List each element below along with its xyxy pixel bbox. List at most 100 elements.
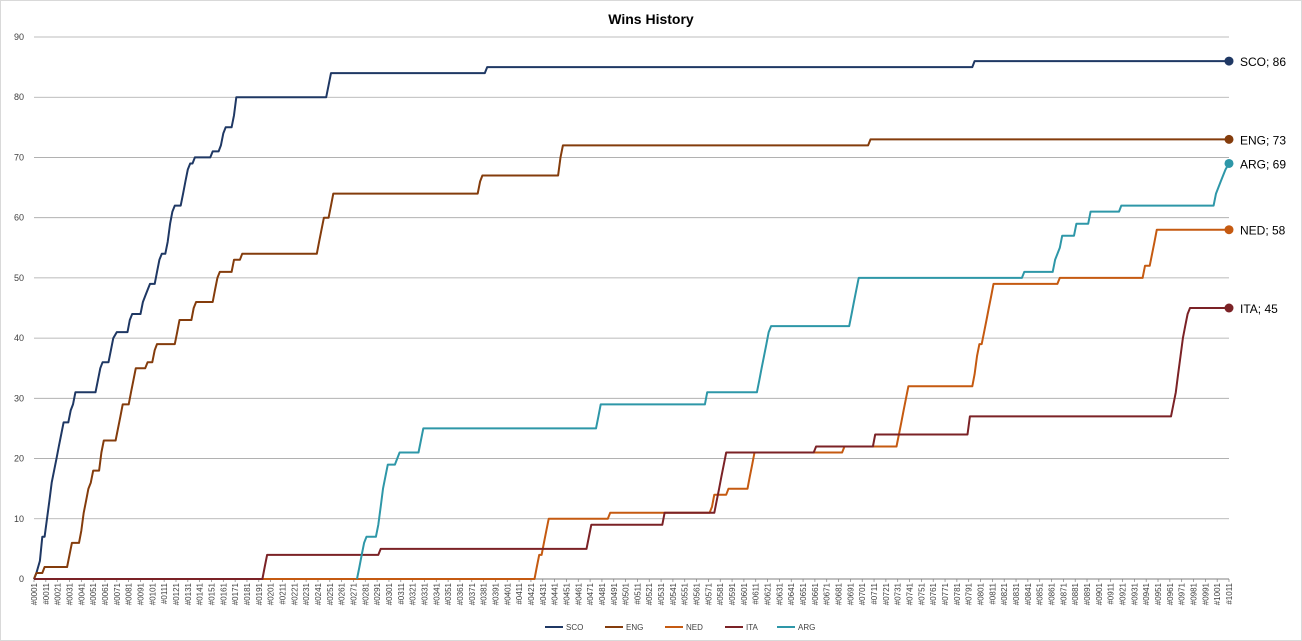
x-tick-label: #0091	[136, 582, 145, 605]
x-tick-label: #0671	[823, 582, 832, 605]
end-marker-ned	[1224, 225, 1234, 235]
x-tick-label: #0521	[645, 582, 654, 605]
series-line-ita	[34, 307, 1229, 580]
x-tick-label: #0931	[1130, 582, 1139, 605]
x-tick-label: #0031	[65, 582, 74, 605]
x-tick-label: #0891	[1083, 582, 1092, 605]
end-marker-arg	[1224, 158, 1234, 168]
x-tick-label: #0991	[1201, 582, 1210, 605]
x-tick-label: #0441	[551, 582, 560, 605]
y-tick-label: 30	[14, 393, 24, 403]
x-tick-label: #0011	[42, 582, 51, 604]
x-tick-label: #0171	[231, 582, 240, 605]
x-tick-label: #0751	[917, 582, 926, 605]
x-tick-label: #0551	[681, 582, 690, 605]
x-tick-label: #0471	[586, 582, 595, 605]
x-tick-label: #0201	[267, 582, 276, 605]
y-tick-label: 70	[14, 152, 24, 162]
x-tick-label: #0731	[894, 582, 903, 605]
x-tick-label: #0971	[1178, 582, 1187, 605]
legend-label-arg: ARG	[798, 623, 815, 632]
x-tick-label: #0821	[1000, 582, 1009, 605]
x-tick-label: #0661	[811, 582, 820, 605]
x-tick-label: #0061	[101, 582, 110, 605]
x-tick-label: #0571	[704, 582, 713, 605]
end-label-ita: ITA; 45	[1240, 302, 1278, 316]
x-tick-label: #0001	[30, 582, 39, 605]
x-tick-label: #0341	[432, 582, 441, 605]
x-tick-label: #0461	[574, 582, 583, 605]
x-tick-label: #0961	[1166, 582, 1175, 605]
end-marker-ita	[1224, 303, 1234, 313]
legend: SCO ENG NED ITA ARG	[545, 623, 815, 632]
x-tick-label: #0321	[409, 582, 418, 605]
x-tick-label: #0421	[527, 582, 536, 605]
legend-label-ita: ITA	[746, 623, 759, 632]
x-tick-label: #0641	[787, 582, 796, 605]
x-tick-label: #0861	[1048, 582, 1057, 605]
x-tick-label: #0141	[196, 582, 205, 605]
x-tick-label: #0501	[622, 582, 631, 605]
x-tick-label: #0331	[420, 582, 429, 605]
x-tick-label: #0121	[172, 582, 181, 605]
x-tick-label: #0721	[882, 582, 891, 605]
x-tick-label: #0181	[243, 582, 252, 605]
x-tick-label: #0871	[1059, 582, 1068, 605]
x-tick-label: #0221	[290, 582, 299, 605]
x-tick-label: #0791	[965, 582, 974, 605]
x-tick-label: #0541	[669, 582, 678, 605]
x-tick-label: #0281	[361, 582, 370, 605]
y-axis-ticks: 0 10 20 30 40 50 60 70 80 90	[14, 32, 24, 584]
legend-label-sco: SCO	[566, 623, 583, 632]
legend-label-eng: ENG	[626, 623, 643, 632]
x-tick-label: #0531	[657, 582, 666, 605]
x-tick-label: #0021	[54, 582, 63, 605]
x-tick-label: #0761	[929, 582, 938, 605]
x-tick-label: #0211	[278, 582, 287, 604]
x-tick-label: #0621	[764, 582, 773, 605]
x-tick-label: #0301	[385, 582, 394, 605]
x-tick-label: #0291	[373, 582, 382, 605]
series-lines	[33, 60, 1230, 580]
x-tick-label: #0951	[1154, 582, 1163, 605]
y-tick-label: 50	[14, 273, 24, 283]
series-line-arg	[356, 162, 1230, 580]
x-tick-label: #0601	[740, 582, 749, 605]
x-tick-label: #0151	[207, 582, 216, 605]
x-tick-label: #0271	[349, 582, 358, 605]
x-tick-label: #0681	[835, 582, 844, 605]
x-tick-label: #0911	[1107, 582, 1116, 604]
x-tick-label: #0631	[775, 582, 784, 605]
x-tick-label: #0371	[468, 582, 477, 605]
x-tick-label: #0801	[977, 582, 986, 605]
y-tick-label: 0	[19, 574, 24, 584]
gridlines	[34, 36, 1229, 580]
end-label-sco: SCO; 86	[1240, 55, 1286, 69]
x-tick-label: #1011	[1225, 582, 1234, 604]
x-tick-label: #0041	[77, 582, 86, 605]
series-line-sco	[33, 60, 1229, 580]
x-tick-label: #0741	[906, 582, 915, 605]
x-tick-label: #0831	[1012, 582, 1021, 605]
x-tick-label: #0561	[693, 582, 702, 605]
x-tick-label: #0251	[326, 582, 335, 605]
x-tick-label: #0781	[953, 582, 962, 605]
series-line-ned	[34, 228, 1229, 580]
x-tick-label: #0711	[870, 582, 879, 604]
x-tick-label: #0581	[716, 582, 725, 605]
end-marker-eng	[1224, 134, 1234, 144]
x-tick-label: #0981	[1190, 582, 1199, 605]
x-tick-label: #0051	[89, 582, 98, 605]
x-tick-label: #0591	[728, 582, 737, 605]
x-tick-label: #0401	[503, 582, 512, 605]
x-tick-label: #0131	[184, 582, 193, 605]
y-tick-label: 10	[14, 514, 24, 524]
series-line-eng	[33, 138, 1229, 580]
x-tick-label: #0081	[125, 582, 134, 605]
x-tick-label: #0901	[1095, 582, 1104, 605]
x-tick-label: #0161	[219, 582, 228, 605]
x-tick-label: #0241	[314, 582, 323, 605]
x-tick-label: #0261	[338, 582, 347, 605]
